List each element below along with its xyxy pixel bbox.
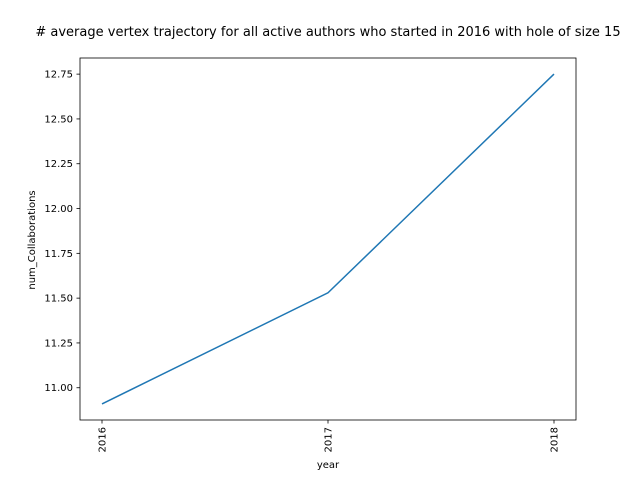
y-tick-label: 12.50 — [44, 114, 73, 125]
x-tick-label: 2017 — [324, 427, 335, 452]
y-tick-label: 12.00 — [44, 204, 73, 215]
series-line — [101, 73, 555, 405]
y-tick-label: 12.75 — [44, 70, 73, 81]
chart-title: # average vertex trajectory for all acti… — [35, 25, 620, 40]
y-tick-label: 12.25 — [44, 159, 73, 170]
x-axis-ticks: 2016 2017 2018 — [98, 420, 561, 452]
y-tick-label: 11.75 — [44, 249, 73, 260]
y-tick-label: 11.25 — [44, 338, 73, 349]
x-tick-label: 2018 — [550, 427, 561, 452]
plot-area-frame — [79, 57, 577, 421]
y-tick-label: 11.50 — [44, 294, 73, 305]
x-axis-label: year — [317, 460, 340, 471]
y-axis-label: num_Collaborations — [27, 190, 38, 289]
y-axis-ticks: 11.00 11.25 11.50 11.75 12.00 12.25 12.50 12.75 — [44, 70, 80, 394]
y-tick-label: 11.00 — [44, 383, 73, 394]
x-tick-label: 2016 — [98, 427, 109, 452]
